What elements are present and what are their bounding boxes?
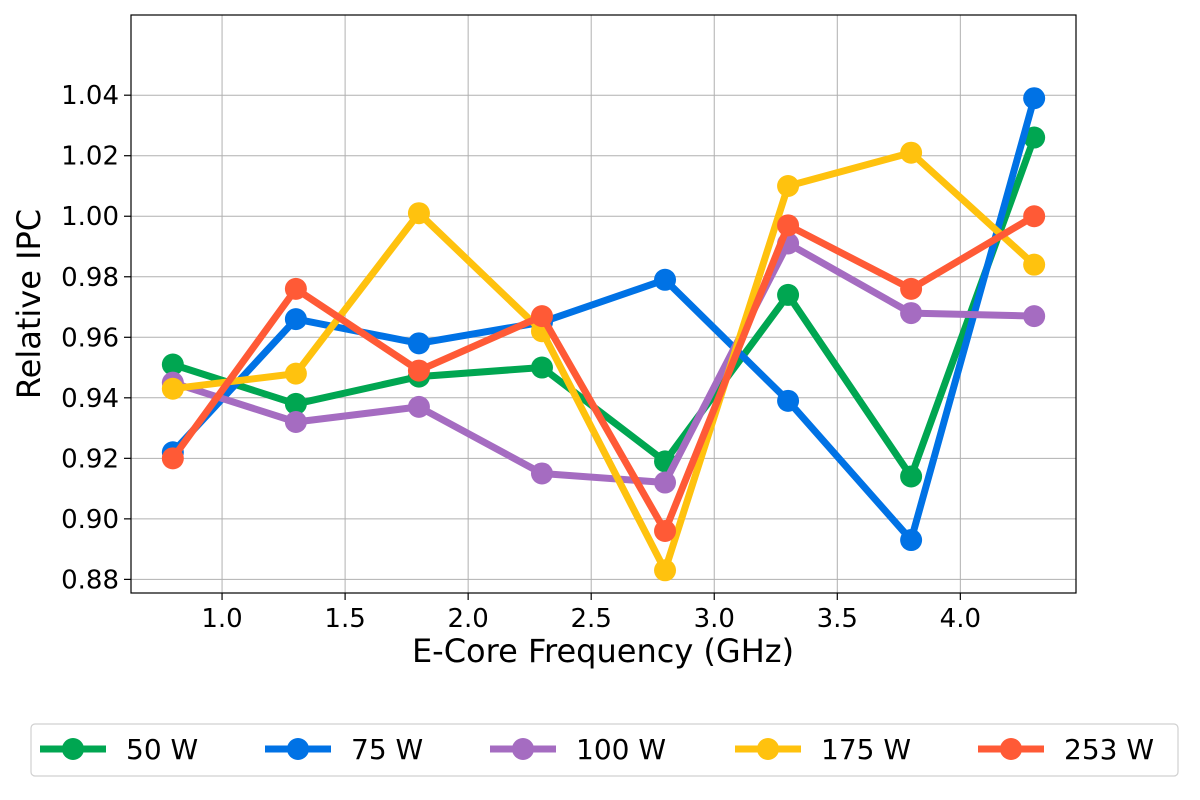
- data-point: [1023, 205, 1046, 228]
- series-line: [169, 94, 1038, 544]
- legend-item: 175 W: [735, 733, 911, 766]
- x-tick-label: 1.5: [324, 604, 365, 634]
- data-point: [654, 559, 677, 582]
- legend-frame: [30, 723, 1179, 777]
- data-point: [407, 332, 430, 355]
- data-point: [284, 308, 307, 331]
- data-point: [530, 462, 553, 485]
- series-253-w: [161, 205, 1046, 542]
- y-tick-label: 0.92: [61, 444, 119, 474]
- legend-item: 50 W: [40, 733, 198, 766]
- series-line: [169, 212, 1038, 535]
- data-point: [900, 277, 923, 300]
- data-point: [284, 362, 307, 385]
- x-tick-label: 3.0: [694, 604, 735, 634]
- data-point: [407, 359, 430, 382]
- legend-label: 75 W: [351, 733, 423, 766]
- legend-swatch-marker: [287, 738, 309, 760]
- legend-label: 50 W: [126, 733, 198, 766]
- data-point: [900, 465, 923, 488]
- legend-item: 253 W: [978, 733, 1154, 766]
- x-tick-label: 4.0: [940, 604, 981, 634]
- data-point: [900, 302, 923, 325]
- data-point: [284, 392, 307, 415]
- legend-item: 100 W: [490, 733, 666, 766]
- data-point: [407, 395, 430, 418]
- y-tick-label: 0.98: [61, 263, 119, 293]
- data-point: [777, 174, 800, 197]
- series-lines: [161, 87, 1046, 582]
- data-point: [654, 471, 677, 494]
- y-tick-label: 0.96: [61, 323, 119, 353]
- legend-label: 253 W: [1064, 733, 1154, 766]
- data-point: [777, 283, 800, 306]
- y-tick-label: 0.94: [61, 384, 119, 414]
- data-point: [284, 411, 307, 434]
- series-line: [169, 134, 1038, 480]
- series-175-w: [161, 141, 1046, 582]
- data-point: [1023, 87, 1046, 110]
- y-axis-label: Relative IPC: [10, 209, 48, 399]
- plot-frame: [130, 14, 1077, 594]
- data-point: [1023, 253, 1046, 276]
- data-point: [407, 202, 430, 225]
- x-tick-label: 1.0: [201, 604, 242, 634]
- y-axis-ticks: 0.88 0.90 0.92 0.94 0.96 0.98 1.00 1.02 1.04: [61, 81, 131, 595]
- data-point: [530, 305, 553, 328]
- y-tick-label: 1.02: [61, 142, 119, 172]
- legend: 50 W 75 W 100 W 175 W 253 W: [30, 723, 1179, 777]
- data-point: [161, 447, 184, 470]
- y-tick-label: 1.04: [61, 81, 119, 111]
- data-point: [161, 353, 184, 376]
- data-point: [777, 214, 800, 237]
- y-tick-label: 1.00: [61, 202, 119, 232]
- legend-swatch-marker: [757, 738, 779, 760]
- data-point: [654, 519, 677, 542]
- data-point: [900, 141, 923, 164]
- x-axis-ticks: 1.0 1.5 2.0 2.5 3.0 3.5 4.0: [201, 593, 981, 634]
- data-point: [900, 529, 923, 552]
- y-tick-label: 0.88: [61, 565, 119, 595]
- x-tick-label: 2.5: [571, 604, 612, 634]
- data-point: [1023, 305, 1046, 328]
- x-tick-label: 2.0: [447, 604, 488, 634]
- legend-item: 75 W: [265, 733, 423, 766]
- legend-swatch-marker: [62, 738, 84, 760]
- series-line: [169, 149, 1038, 574]
- x-axis-label: E-Core Frequency (GHz): [412, 632, 794, 670]
- data-point: [284, 277, 307, 300]
- data-point: [161, 377, 184, 400]
- series-line: [169, 240, 1038, 486]
- data-point: [1023, 126, 1046, 149]
- data-point: [777, 389, 800, 412]
- legend-swatch-marker: [512, 738, 534, 760]
- legend-label: 100 W: [576, 733, 666, 766]
- data-point: [530, 356, 553, 379]
- legend-swatch-marker: [1000, 738, 1022, 760]
- x-tick-label: 3.5: [817, 604, 858, 634]
- data-point: [654, 268, 677, 291]
- legend-label: 175 W: [821, 733, 911, 766]
- y-tick-label: 0.90: [61, 505, 119, 535]
